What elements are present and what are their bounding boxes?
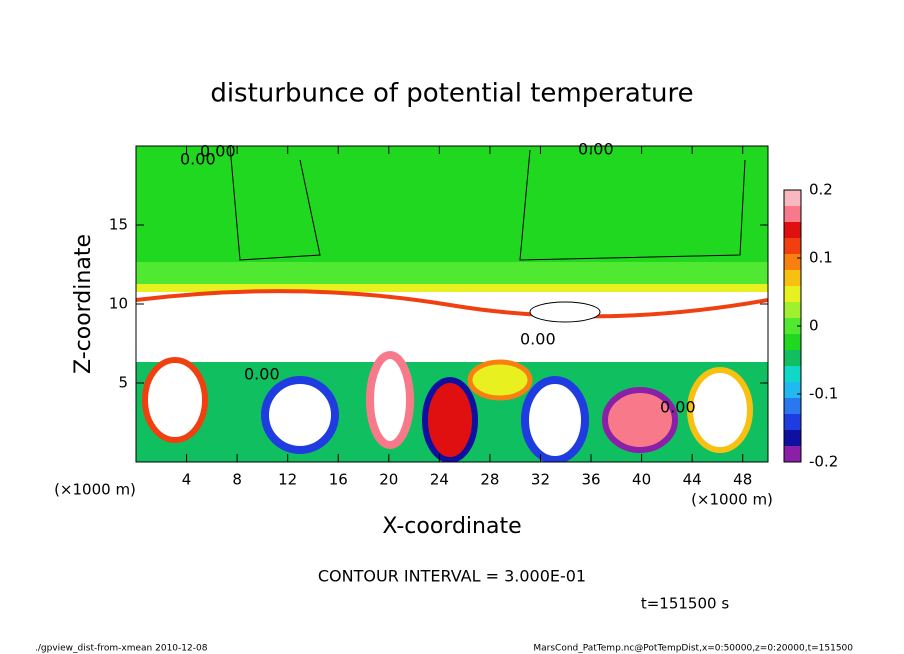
x-tick-label: 4 [182, 471, 192, 489]
contour-label: 0.00 [660, 398, 696, 417]
colorbar-band [784, 430, 801, 446]
y-unit: (×1000 m) [54, 481, 136, 499]
colorbar-band [784, 254, 801, 270]
colorbar-band [784, 366, 801, 382]
colorbar-band [784, 334, 801, 350]
colorbar-tick-label: 0.2 [809, 181, 833, 199]
x-tick-label: 48 [733, 471, 752, 489]
x-tick-label: 24 [430, 471, 449, 489]
x-tick-label: 36 [581, 471, 600, 489]
x-tick-label: 28 [480, 471, 499, 489]
colorbar-band [784, 222, 801, 238]
contour-label: 0.00 [520, 330, 556, 349]
colorbar-band [784, 206, 801, 222]
colorbar-tick-label: 0 [809, 317, 819, 335]
colorbar-band [784, 382, 801, 398]
contour-field [136, 146, 768, 462]
x-tick-label: 20 [379, 471, 398, 489]
x-tick-label: 40 [632, 471, 651, 489]
x-tick-label: 16 [329, 471, 348, 489]
colorbar-band [784, 350, 801, 366]
x-tick-label: 44 [683, 471, 702, 489]
colorbar-band [784, 238, 801, 254]
y-axis-label: Z-coordinate [71, 234, 96, 374]
x-tick-label: 8 [232, 471, 242, 489]
contour-interval: CONTOUR INTERVAL = 3.000E-01 [318, 567, 586, 586]
x-tick-label: 32 [531, 471, 550, 489]
contour-label: 0.00 [180, 150, 216, 169]
y-tick-label: 10 [109, 295, 128, 313]
colorbar-band [784, 190, 801, 206]
contour-label: 0.00 [200, 142, 236, 161]
colorbar-band [784, 318, 801, 334]
colorbar-band [784, 270, 801, 286]
colorbar-tick-label: -0.1 [809, 385, 838, 403]
footer-left: ./gpview_dist-from-xmean 2010-12-08 [35, 644, 208, 654]
colorbar-band [784, 302, 801, 318]
colorbar-band [784, 446, 801, 462]
time-label: t=151500 s [641, 595, 729, 613]
footer-right: MarsCond_PatTemp.nc@PotTempDist,x=0:5000… [533, 644, 853, 654]
x-axis-label: X-coordinate [382, 514, 521, 539]
colorbar-band [784, 286, 801, 302]
colorbar-tick-label: 0.1 [809, 249, 833, 267]
y-tick-label: 5 [118, 374, 128, 392]
colorbar-tick-label: -0.2 [809, 453, 838, 471]
chart-title: disturbunce of potential temperature [210, 79, 693, 109]
y-tick-label: 15 [109, 216, 128, 234]
contour-label: 0.00 [244, 365, 280, 384]
x-unit: (×1000 m) [691, 491, 773, 509]
colorbar-band [784, 414, 801, 430]
contour-label: 0.00 [578, 140, 614, 159]
x-tick-label: 12 [278, 471, 297, 489]
colorbar-band [784, 398, 801, 414]
contour-labels: 0.00 0.00 0.00 0.00 0.00 0.00 [180, 140, 696, 417]
